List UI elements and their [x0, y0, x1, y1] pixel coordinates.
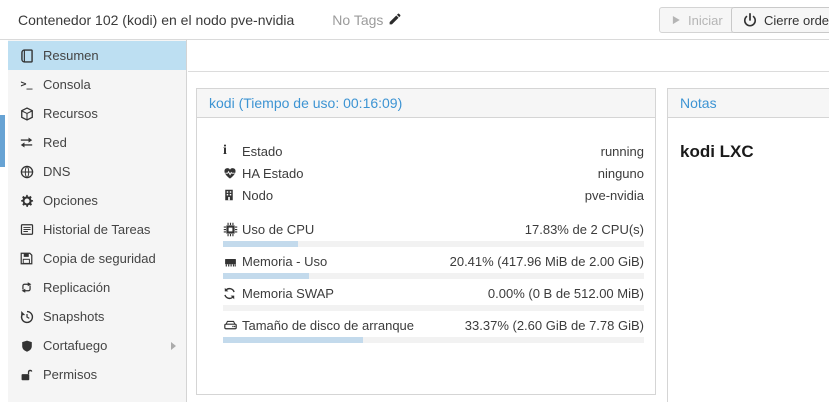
start-button[interactable]: Iniciar — [659, 7, 735, 33]
page-title: Contenedor 102 (kodi) en el nodo pve-nvi… — [18, 11, 295, 28]
disk-progress-bar — [223, 337, 644, 343]
info-icon: i — [223, 143, 227, 158]
sidebar-item-cortafuego[interactable]: Cortafuego — [8, 331, 186, 360]
status-label: HA Estado — [242, 165, 304, 181]
tags-editor[interactable]: No Tags — [332, 12, 401, 28]
heartbeat-icon — [223, 165, 242, 181]
list-icon — [18, 222, 35, 238]
unlock-icon — [18, 367, 35, 383]
cpu-progress-bar — [223, 241, 644, 247]
status-panel-title: kodi (Tiempo de uso: 00:16:09) — [209, 95, 403, 111]
metric-label: Memoria SWAP — [242, 286, 334, 301]
disk-progress-fill — [223, 337, 364, 343]
sidebar-item-label: Resumen — [43, 48, 99, 63]
status-panel: kodi (Tiempo de uso: 00:16:09) i Estado … — [196, 88, 656, 395]
sidebar-item-snapshots[interactable]: Snapshots — [8, 302, 186, 331]
metric-row-swap: Memoria SWAP 0.00% (0 B de 512.00 MiB) — [223, 284, 644, 311]
notes-content: kodi LXC — [680, 142, 754, 161]
memory-progress-fill — [223, 273, 309, 279]
sidebar-item-label: Consola — [43, 77, 91, 92]
globe-icon — [18, 164, 35, 180]
memory-icon — [223, 254, 242, 270]
terminal-icon: >_ — [20, 79, 33, 90]
retweet-icon — [18, 280, 35, 296]
sidebar-item-label: DNS — [43, 164, 71, 179]
history-icon — [18, 309, 35, 325]
cube-icon — [18, 106, 35, 122]
metric-value: 17.83% de 2 CPU(s) — [524, 222, 644, 237]
sidebar-item-label: Replicación — [43, 280, 111, 295]
notes-panel-header: Notas — [668, 89, 829, 118]
status-label: Estado — [242, 143, 283, 159]
sidebar-item-label: Red — [43, 135, 67, 150]
shutdown-button-label: Cierre ordenado — [764, 12, 829, 28]
floppy-icon — [18, 251, 35, 267]
status-value: pve-nvidia — [584, 187, 644, 203]
metric-label: Uso de CPU — [242, 222, 315, 237]
cpu-progress-fill — [223, 241, 299, 247]
metric-row-cpu: Uso de CPU 17.83% de 2 CPU(s) — [223, 220, 644, 247]
gear-icon — [18, 193, 35, 209]
sidebar-item-label: Snapshots — [43, 309, 105, 324]
status-row-ha-estado: HA Estado ninguno — [223, 162, 644, 184]
memory-progress-bar — [223, 273, 644, 279]
shield-icon — [18, 338, 35, 354]
sidebar-item-red[interactable]: Red — [8, 128, 186, 157]
notes-body[interactable]: kodi LXC — [668, 118, 829, 186]
status-panel-body: i Estado running HA Estado ninguno Nodo … — [197, 118, 655, 343]
sidebar-item-consola[interactable]: >_ Consola — [8, 70, 186, 99]
play-icon — [671, 15, 681, 25]
shutdown-button[interactable]: Cierre ordenado — [731, 7, 829, 33]
metric-value: 0.00% (0 B de 512.00 MiB) — [487, 286, 644, 301]
start-button-label: Iniciar — [688, 12, 723, 28]
status-label: Nodo — [242, 187, 274, 203]
swap-progress-bar — [223, 305, 644, 311]
metric-value: 20.41% (417.96 MiB de 2.00 GiB) — [449, 254, 644, 269]
tags-label: No Tags — [332, 11, 384, 28]
resource-tree-sliver — [0, 40, 8, 402]
notes-panel-title: Notas — [680, 95, 717, 111]
metric-row-memoria: Memoria - Uso 20.41% (417.96 MiB de 2.00… — [223, 252, 644, 279]
pencil-icon — [388, 13, 401, 26]
sidebar-item-label: Copia de seguridad — [43, 251, 156, 266]
sidebar-item-dns[interactable]: DNS — [8, 157, 186, 186]
sidebar-item-copia-de-seguridad[interactable]: Copia de seguridad — [8, 244, 186, 273]
sidebar-item-label: Cortafuego — [43, 338, 108, 353]
power-icon — [743, 13, 757, 27]
exchange-icon — [18, 135, 35, 151]
sidebar-item-label: Permisos — [43, 367, 98, 382]
swap-refresh-icon — [223, 286, 242, 302]
building-icon — [223, 187, 242, 203]
status-value: running — [600, 143, 644, 159]
notes-panel: Notas kodi LXC — [667, 88, 829, 402]
content-toolbar — [188, 40, 829, 72]
tree-selection-fragment — [0, 115, 5, 167]
sidebar-item-permisos[interactable]: Permisos — [8, 360, 186, 389]
sidebar-item-recursos[interactable]: Recursos — [8, 99, 186, 128]
status-row-nodo: Nodo pve-nvidia — [223, 184, 644, 206]
metric-row-disco: Tamaño de disco de arranque 33.37% (2.60… — [223, 316, 644, 343]
status-row-estado: i Estado running — [223, 140, 644, 162]
sidebar-item-label: Opciones — [43, 193, 98, 208]
sidebar: Resumen >_ Consola Recursos Red DNS Opci… — [8, 40, 187, 402]
status-value: ninguno — [597, 165, 644, 181]
metric-value: 33.37% (2.60 GiB de 7.78 GiB) — [464, 318, 644, 333]
metrics-section: Uso de CPU 17.83% de 2 CPU(s) Memoria - … — [223, 220, 644, 343]
book-icon — [18, 48, 35, 64]
metric-label: Memoria - Uso — [242, 254, 328, 269]
sidebar-item-opciones[interactable]: Opciones — [8, 186, 186, 215]
sidebar-item-replicacion[interactable]: Replicación — [8, 273, 186, 302]
status-panel-header: kodi (Tiempo de uso: 00:16:09) — [197, 89, 655, 118]
sidebar-item-historial-de-tareas[interactable]: Historial de Tareas — [8, 215, 186, 244]
sidebar-item-label: Recursos — [43, 106, 98, 121]
cpu-icon — [223, 222, 242, 238]
disk-icon — [223, 318, 242, 334]
chevron-right-icon — [171, 341, 176, 350]
sidebar-item-label: Historial de Tareas — [43, 222, 151, 237]
metric-label: Tamaño de disco de arranque — [242, 318, 415, 333]
header-bar: Contenedor 102 (kodi) en el nodo pve-nvi… — [0, 0, 829, 40]
sidebar-item-resumen[interactable]: Resumen — [8, 41, 186, 70]
